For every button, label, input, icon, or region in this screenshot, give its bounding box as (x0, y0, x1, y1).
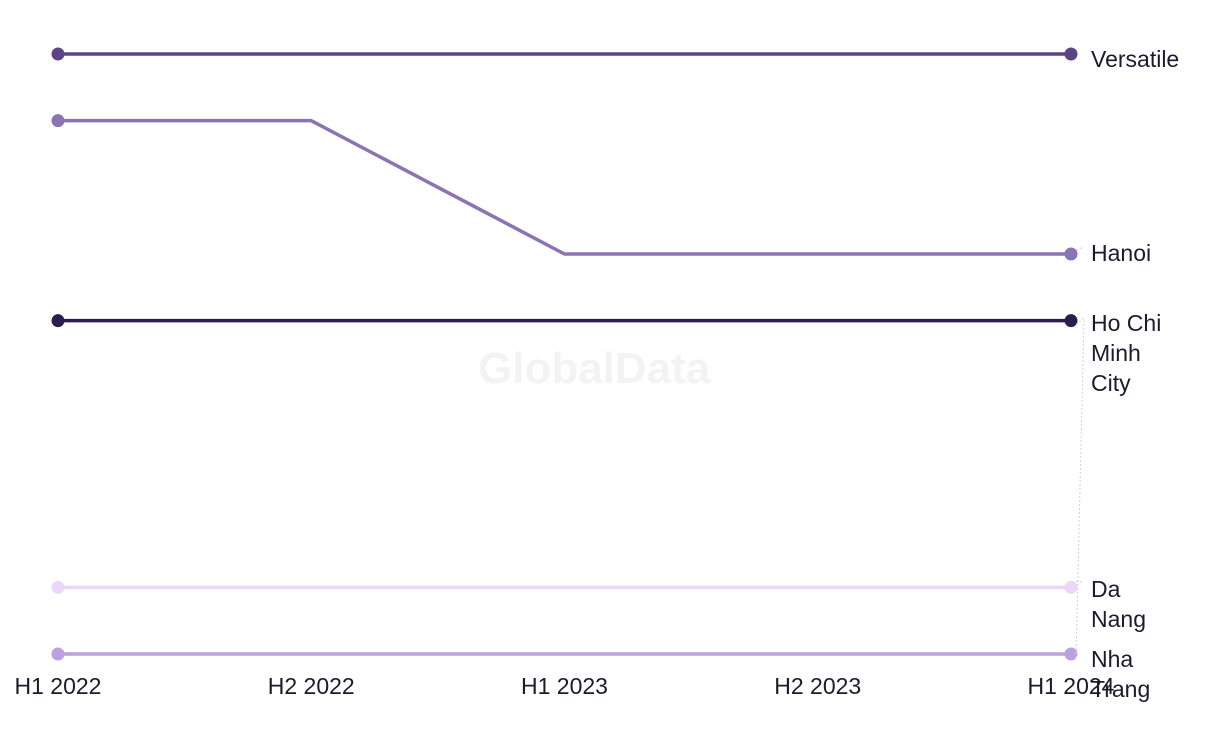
series-line-hanoi (58, 118, 1071, 256)
series-point-hanoi-start (51, 114, 65, 128)
series-point-versatile-start (51, 47, 65, 61)
series-label-line: Ho Chi (1091, 310, 1161, 336)
series-point-ho-chi-minh-city-start (51, 314, 65, 328)
series-label-line: Nha (1091, 646, 1133, 672)
label-leader-nha-trang (1075, 317, 1085, 659)
series-point-da-nang-end (1064, 580, 1078, 594)
label-leader-hanoi (1075, 246, 1085, 251)
series-label-line: Hanoi (1091, 240, 1151, 266)
label-leader-da-nang (1075, 580, 1085, 583)
x-tick-label: H1 2024 (1028, 673, 1115, 699)
label-leader-ho-chi-minh-city (1075, 317, 1085, 326)
series-label-da-nang: Da Nang (1091, 576, 1146, 632)
x-tick-label: H1 2022 (15, 673, 102, 699)
series-label-line: City (1091, 370, 1131, 396)
series-label-line: Trang (1091, 676, 1150, 702)
x-tick-label: H1 2023 (521, 673, 608, 699)
series-point-hanoi-end (1064, 247, 1078, 261)
watermark: GlobalData (478, 344, 711, 393)
series-point-da-nang-start (51, 580, 65, 594)
series-label-versatile: Versatile (1091, 46, 1179, 72)
series-label-line: Nang (1091, 606, 1146, 632)
x-tick-label: H2 2022 (268, 673, 355, 699)
series-point-nha-trang-start (51, 647, 65, 661)
series-label-hanoi: Hanoi (1091, 240, 1151, 266)
x-tick-label: H2 2023 (774, 673, 861, 699)
series-point-nha-trang-end (1064, 647, 1078, 661)
series-label-nha-trang: Nha Trang (1091, 646, 1150, 702)
series-point-ho-chi-minh-city-end (1064, 314, 1078, 328)
series-label-line: Minh (1091, 340, 1141, 366)
series-label-ho-chi-minh-city: Ho Chi Minh City (1091, 310, 1161, 396)
series-point-versatile-end (1064, 47, 1078, 61)
series-label-line: Da (1091, 576, 1121, 602)
series-label-line: Versatile (1091, 46, 1179, 72)
